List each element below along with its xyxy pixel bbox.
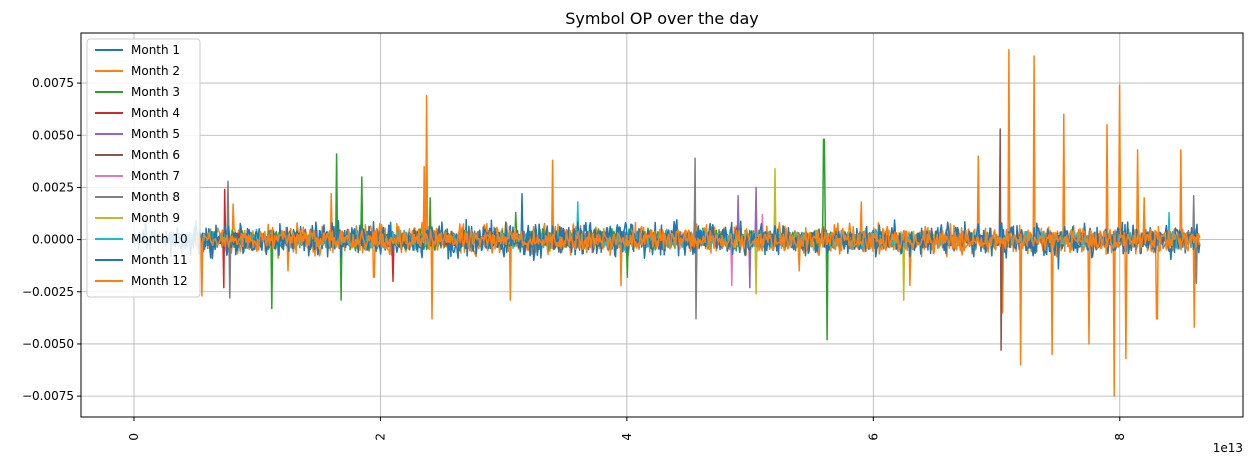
y-tick-label: −0.0050 <box>22 337 74 351</box>
legend: Month 1 Month 2 Month 3 Month 4 Month 5 Month… <box>86 38 201 298</box>
x-tick-label: 2 <box>373 433 387 441</box>
legend-label: Month 9 <box>131 211 180 225</box>
legend-label: Month 4 <box>131 106 180 120</box>
y-tick-label: −0.0025 <box>22 285 74 299</box>
plot-frame <box>80 32 1244 418</box>
series-line-12 <box>195 165 1200 297</box>
legend-label: Month 11 <box>131 253 188 267</box>
legend-label: Month 3 <box>131 85 180 99</box>
x-axis-offset-label: 1e13 <box>1213 441 1243 455</box>
legend-label: Month 1 <box>131 43 180 57</box>
legend-label: Month 5 <box>131 127 180 141</box>
legend-box <box>86 38 201 298</box>
x-tick-label: 8 <box>1113 433 1127 441</box>
legend-label: Month 2 <box>131 64 180 78</box>
y-tick-label: 0.0000 <box>32 233 74 247</box>
y-tick-label: 0.0050 <box>32 128 74 142</box>
legend-label: Month 7 <box>131 169 180 183</box>
legend-label: Month 8 <box>131 190 180 204</box>
y-tick-label: 0.0075 <box>32 76 74 90</box>
legend-label: Month 12 <box>131 274 188 288</box>
chart-title: Symbol OP over the day <box>565 9 759 28</box>
y-tick-label: −0.0075 <box>22 389 74 403</box>
y-tick-label: 0.0025 <box>32 180 74 194</box>
legend-label: Month 10 <box>131 232 188 246</box>
x-tick-label: 4 <box>620 433 634 441</box>
x-tick-label: 6 <box>866 433 880 441</box>
series-line-11 <box>170 192 1201 270</box>
x-tick-label: 0 <box>127 433 141 441</box>
axes: 0 2 4 6 8 −0.0075 −0.0050 −0.0025 0.0000 0.0025 0.… <box>22 76 1127 441</box>
legend-label: Month 6 <box>131 148 180 162</box>
